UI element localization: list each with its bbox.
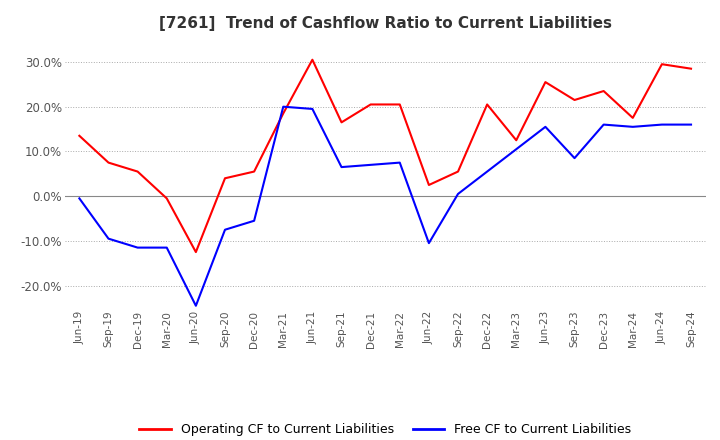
Free CF to Current Liabilities [366, 162, 375, 168]
Legend: Operating CF to Current Liabilities, Free CF to Current Liabilities: Operating CF to Current Liabilities, Fre… [135, 418, 636, 440]
Operating CF to Current Liabilities [220, 176, 229, 181]
Operating CF to Current Liabilities [570, 97, 579, 103]
Operating CF to Current Liabilities [104, 160, 113, 165]
Operating CF to Current Liabilities [366, 102, 375, 107]
Free CF to Current Liabilities [454, 191, 462, 197]
Free CF to Current Liabilities [687, 122, 696, 127]
Line: Operating CF to Current Liabilities: Operating CF to Current Liabilities [79, 60, 691, 252]
Operating CF to Current Liabilities [250, 169, 258, 174]
Operating CF to Current Liabilities [133, 169, 142, 174]
Free CF to Current Liabilities [337, 165, 346, 170]
Free CF to Current Liabilities [250, 218, 258, 224]
Operating CF to Current Liabilities [425, 182, 433, 187]
Operating CF to Current Liabilities [657, 62, 666, 67]
Free CF to Current Liabilities [279, 104, 287, 109]
Free CF to Current Liabilities [220, 227, 229, 232]
Free CF to Current Liabilities [541, 124, 550, 129]
Free CF to Current Liabilities [192, 303, 200, 308]
Operating CF to Current Liabilities [687, 66, 696, 71]
Operating CF to Current Liabilities [192, 249, 200, 255]
Line: Free CF to Current Liabilities: Free CF to Current Liabilities [79, 106, 691, 306]
Operating CF to Current Liabilities [279, 111, 287, 116]
Operating CF to Current Liabilities [395, 102, 404, 107]
Operating CF to Current Liabilities [163, 196, 171, 201]
Free CF to Current Liabilities [512, 147, 521, 152]
Operating CF to Current Liabilities [512, 138, 521, 143]
Free CF to Current Liabilities [657, 122, 666, 127]
Operating CF to Current Liabilities [337, 120, 346, 125]
Operating CF to Current Liabilities [75, 133, 84, 139]
Free CF to Current Liabilities [629, 124, 637, 129]
Free CF to Current Liabilities [104, 236, 113, 241]
Free CF to Current Liabilities [483, 169, 492, 174]
Free CF to Current Liabilities [425, 241, 433, 246]
Free CF to Current Liabilities [599, 122, 608, 127]
Operating CF to Current Liabilities [541, 80, 550, 85]
Operating CF to Current Liabilities [308, 57, 317, 62]
Free CF to Current Liabilities [570, 155, 579, 161]
Free CF to Current Liabilities [163, 245, 171, 250]
Operating CF to Current Liabilities [629, 115, 637, 121]
Operating CF to Current Liabilities [454, 169, 462, 174]
Operating CF to Current Liabilities [483, 102, 492, 107]
Free CF to Current Liabilities [395, 160, 404, 165]
Operating CF to Current Liabilities [599, 88, 608, 94]
Free CF to Current Liabilities [308, 106, 317, 112]
Free CF to Current Liabilities [133, 245, 142, 250]
Title: [7261]  Trend of Cashflow Ratio to Current Liabilities: [7261] Trend of Cashflow Ratio to Curren… [158, 16, 612, 32]
Free CF to Current Liabilities [75, 196, 84, 201]
